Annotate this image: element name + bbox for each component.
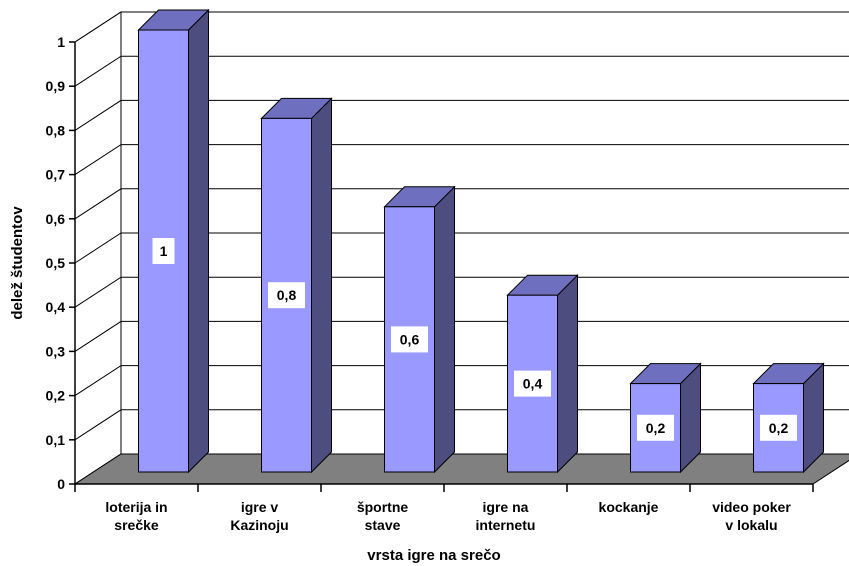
x-category-label: igre v Kazinoju bbox=[230, 499, 288, 533]
bar-side bbox=[311, 97, 332, 474]
y-tick-label: 0,3 bbox=[46, 343, 66, 359]
gridline bbox=[74, 320, 849, 352]
data-label: 0,6 bbox=[391, 326, 428, 353]
x-category-label: kockanje bbox=[599, 499, 659, 515]
gridline bbox=[74, 276, 849, 308]
gridline bbox=[74, 365, 849, 397]
gridline bbox=[74, 11, 849, 43]
bar-side bbox=[434, 185, 455, 474]
gridline bbox=[74, 409, 849, 441]
data-label: 0,4 bbox=[514, 370, 551, 397]
data-label-box bbox=[637, 414, 674, 441]
data-label-box bbox=[391, 326, 428, 353]
data-label-text: 1 bbox=[160, 243, 168, 259]
data-label-box bbox=[760, 414, 797, 441]
x-axis-title: vrsta igre na srečo bbox=[367, 547, 500, 564]
data-label-text: 0,8 bbox=[277, 287, 297, 303]
data-label-text: 0,2 bbox=[769, 420, 789, 436]
data-label-box bbox=[514, 370, 551, 397]
gridline bbox=[74, 144, 849, 176]
y-tick-label: 0,7 bbox=[46, 167, 66, 183]
bars bbox=[137, 8, 825, 474]
bar-side bbox=[557, 273, 578, 474]
y-tick-label: 0,6 bbox=[46, 211, 66, 227]
y-tick-label: 0,2 bbox=[46, 388, 66, 404]
gridline bbox=[74, 188, 849, 220]
data-label: 1 bbox=[152, 238, 175, 264]
data-labels: 1 0,8 0,6 0,4 0,2 0,2 bbox=[152, 238, 797, 441]
x-category-label: športne stave bbox=[357, 499, 409, 533]
data-label: 0,2 bbox=[760, 414, 797, 441]
x-category-label: igre na internetu bbox=[476, 499, 536, 533]
data-label: 0,8 bbox=[268, 282, 305, 309]
y-tick-label: 0,5 bbox=[46, 255, 66, 271]
data-label-box bbox=[152, 238, 175, 264]
y-tick-label: 0,9 bbox=[46, 78, 66, 94]
y-tick-label: 0,1 bbox=[46, 432, 66, 448]
data-label-text: 0,2 bbox=[646, 420, 666, 436]
data-label-text: 0,4 bbox=[523, 376, 543, 392]
y-tick-label: 0,8 bbox=[46, 122, 66, 138]
gridline bbox=[74, 232, 849, 264]
x-category-label: video poker v lokalu bbox=[712, 499, 791, 533]
y-tick-label: 0,4 bbox=[46, 299, 66, 315]
data-label: 0,2 bbox=[637, 414, 674, 441]
gridline bbox=[74, 99, 849, 131]
data-label-box bbox=[268, 282, 305, 309]
y-axis-title: delež študentov bbox=[9, 206, 26, 320]
x-category-label: loterija in srečke bbox=[105, 499, 167, 533]
y-tick-label: 0 bbox=[57, 476, 65, 492]
bar-side bbox=[188, 8, 209, 474]
axes bbox=[69, 41, 814, 492]
data-label-text: 0,6 bbox=[400, 331, 420, 347]
y-tick-labels: 0 0,1 0,2 0,3 0,4 0,5 0,6 0,7 0,8 0,9 1 bbox=[46, 34, 66, 492]
gridline bbox=[74, 55, 849, 87]
x-category-labels: loterija in srečke igre v Kazinoju športne st… bbox=[105, 499, 791, 533]
y-tick-label: 1 bbox=[57, 34, 65, 50]
